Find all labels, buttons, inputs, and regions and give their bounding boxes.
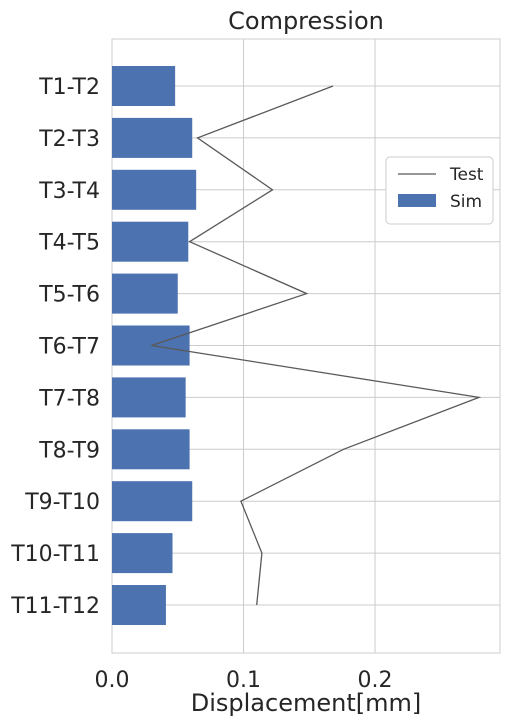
bars — [112, 66, 197, 625]
y-tick-label: T10-T11 — [10, 542, 100, 567]
bar-sim — [112, 585, 166, 625]
bar-sim — [112, 377, 186, 418]
legend: Test Sim — [385, 156, 494, 225]
bar-sim — [112, 221, 189, 262]
plot-area — [111, 38, 501, 654]
y-tick-label: T7-T8 — [38, 386, 100, 411]
y-tick-label: T8-T9 — [38, 438, 100, 463]
x-tick-label: 0.0 — [95, 668, 130, 693]
y-tick-label: T3-T4 — [38, 179, 100, 204]
y-tick-label: T11-T12 — [10, 594, 100, 619]
y-tick-label: T5-T6 — [38, 283, 100, 308]
bar-sim — [112, 66, 176, 106]
test-line-layer — [151, 85, 482, 606]
line-test — [151, 85, 482, 606]
y-tick-label: T9-T10 — [24, 490, 100, 515]
legend-sim-swatch — [398, 194, 436, 207]
x-axis-title: Displacement[mm] — [191, 689, 421, 717]
x-tick-label: 0.2 — [358, 668, 393, 693]
bar-sim — [112, 169, 197, 210]
legend-sim-label: Sim — [450, 192, 482, 212]
bar-sim — [112, 533, 173, 574]
y-tick-label: T1-T2 — [38, 75, 100, 100]
bar-sim — [112, 481, 193, 522]
x-tick-label: 0.1 — [226, 668, 261, 693]
y-tick-label: T4-T5 — [38, 231, 100, 256]
legend-test-label: Test — [449, 165, 484, 185]
bar-sim — [112, 429, 190, 470]
y-tick-label: T2-T3 — [38, 127, 100, 152]
x-tick-labels: 0.0 0.1 0.2 — [95, 668, 393, 693]
y-tick-label: T6-T7 — [38, 335, 100, 360]
chart-title: Compression — [228, 7, 384, 35]
bar-sim — [112, 117, 193, 158]
y-tick-labels: T1-T2 T2-T3 T3-T4 T4-T5 T5-T6 T6-T7 T7-T8 T8-T9… — [10, 75, 100, 619]
bar-sim — [112, 273, 178, 314]
bar-sim — [112, 325, 190, 366]
